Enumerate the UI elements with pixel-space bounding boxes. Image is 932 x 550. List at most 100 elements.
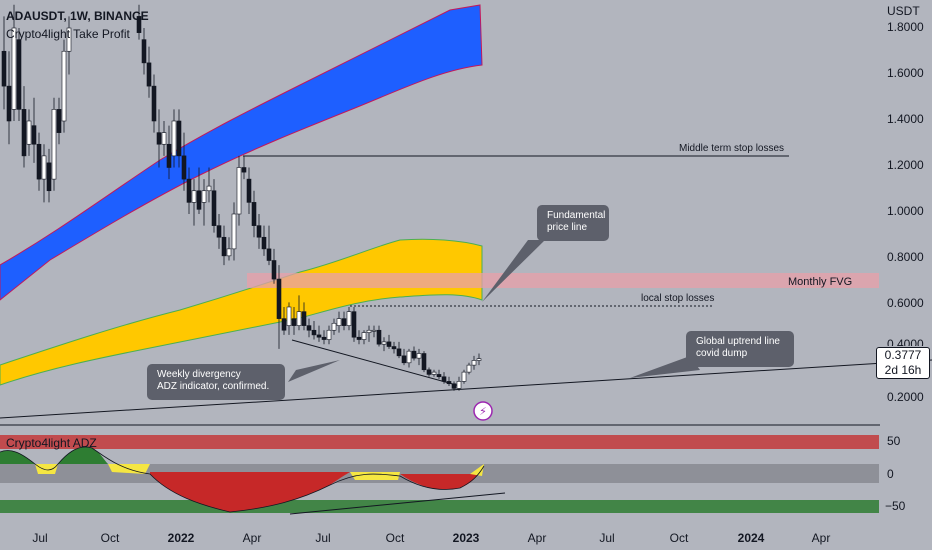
- candle-body: [176, 120, 182, 157]
- price-tick: 0.8000: [887, 250, 924, 264]
- candle-body: [306, 325, 312, 331]
- candle-body: [361, 332, 367, 340]
- candle-body: [26, 120, 32, 145]
- candle-body: [341, 318, 347, 326]
- candle-body: [261, 236, 267, 250]
- lightning-badge: [473, 401, 493, 421]
- weekly-divergency-callout[interactable]: Weekly divergency ADZ indicator, confirm…: [147, 364, 285, 400]
- time-tick: Jul: [32, 531, 48, 545]
- candle-body: [281, 318, 287, 331]
- candle-body: [186, 178, 192, 203]
- candle-body: [256, 225, 262, 238]
- candle-body: [66, 27, 72, 52]
- candle-body: [191, 190, 197, 203]
- adz-upper-zone: [0, 435, 879, 449]
- candle-body: [381, 341, 387, 345]
- candle-body: [301, 311, 307, 326]
- candle-body: [181, 155, 187, 180]
- fundamental-pointer: [482, 240, 545, 302]
- price-tick: 1.0000: [887, 204, 924, 218]
- current-price-countdown: 2d 16h: [884, 363, 922, 377]
- candle-body: [171, 120, 177, 157]
- candle-body: [411, 350, 417, 359]
- candle-body: [231, 213, 237, 250]
- adz-red-1: [150, 472, 350, 512]
- candle-body: [461, 371, 467, 382]
- time-tick: Oct: [669, 531, 689, 545]
- price-axis-currency: USDT: [887, 4, 920, 18]
- time-tick: Apr: [527, 531, 547, 545]
- adz-divergence-line: [289, 492, 506, 515]
- candle-body: [16, 39, 22, 110]
- candle-body: [266, 248, 272, 261]
- candle-body: [241, 167, 247, 173]
- indicator-title[interactable]: Crypto4light Take Profit: [6, 27, 130, 41]
- candle-body: [51, 109, 57, 180]
- time-tick: Oct: [100, 531, 120, 545]
- candle-body: [441, 376, 447, 382]
- candle-body: [56, 109, 62, 133]
- candle-body: [151, 85, 157, 122]
- candle-body: [296, 311, 302, 326]
- candle-body: [476, 358, 482, 361]
- fundamental-line-2: price line: [547, 222, 588, 233]
- svg-text:⚡: ⚡: [479, 405, 487, 418]
- candle-body: [61, 50, 67, 122]
- global-line-1: Global uptrend line: [696, 336, 780, 347]
- global-uptrend-callout[interactable]: Global uptrend line covid dump: [686, 331, 794, 367]
- adz-yellow-3: [350, 472, 400, 480]
- time-tick: Jul: [315, 531, 331, 545]
- local-stop-label: local stop losses: [641, 293, 715, 304]
- time-tick: 2022: [167, 531, 195, 545]
- global-line-2: covid dump: [696, 348, 748, 359]
- fundamental-callout[interactable]: Fundamental price line: [537, 205, 609, 241]
- candle-body: [421, 353, 427, 371]
- candle-body: [276, 278, 282, 319]
- price-tick: 1.8000: [887, 20, 924, 34]
- weekly-line-2: ADZ indicator, confirmed.: [157, 381, 270, 392]
- candle-body: [161, 132, 167, 145]
- candle-body: [346, 311, 352, 326]
- candle-body: [11, 27, 17, 110]
- candle-body: [401, 355, 407, 364]
- adz-tick: 0: [887, 467, 894, 481]
- candle-body: [351, 311, 357, 338]
- candle-body: [336, 318, 342, 326]
- candle-body: [166, 143, 172, 168]
- adz-yellow-1: [35, 464, 58, 474]
- adz-title[interactable]: Crypto4light ADZ: [6, 436, 97, 450]
- candle-body: [371, 329, 377, 332]
- candle-body: [451, 383, 457, 389]
- fundamental-line-1: Fundamental: [547, 210, 606, 221]
- monthly-fvg-label: Monthly FVG: [788, 276, 853, 288]
- candle-body: [236, 167, 242, 215]
- candle-body: [466, 364, 472, 373]
- adz-line: [0, 446, 485, 513]
- candle-body: [221, 236, 227, 257]
- adz-green-hump-2: [58, 446, 108, 464]
- time-tick: Apr: [242, 531, 262, 545]
- candle-body: [206, 185, 212, 192]
- symbol-title[interactable]: ADAUSDT, 1W, BINANCE: [6, 9, 149, 23]
- candle-body: [146, 62, 152, 87]
- candle-body: [201, 190, 207, 203]
- middle-term-label: Middle term stop losses: [679, 143, 785, 154]
- candle-body: [6, 85, 12, 122]
- adz-green-hump-1: [0, 450, 35, 464]
- candle-body: [246, 178, 252, 203]
- candle-body: [431, 371, 437, 375]
- adz-red-2: [400, 474, 478, 490]
- adz-tick: −50: [885, 499, 906, 513]
- candle-body: [211, 190, 217, 226]
- time-tick: Jul: [599, 531, 615, 545]
- weekly-pointer: [288, 360, 340, 382]
- candle-body: [321, 336, 327, 340]
- candle-body: [291, 318, 297, 326]
- candle-body: [416, 353, 422, 359]
- adz-tick: 50: [887, 434, 901, 448]
- candle-body: [471, 360, 477, 366]
- candle-body: [1, 50, 7, 87]
- candle-body: [406, 350, 412, 364]
- candle-body: [446, 381, 452, 385]
